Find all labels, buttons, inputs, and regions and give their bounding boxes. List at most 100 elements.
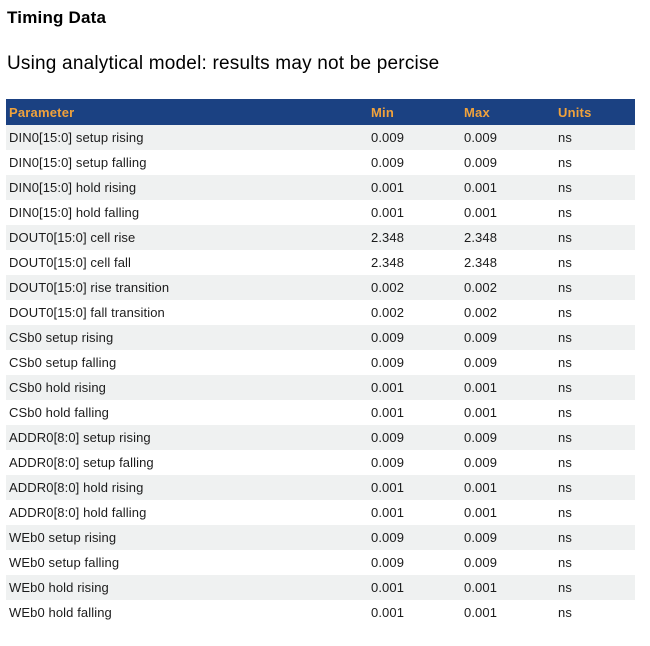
cell-min: 0.001 — [371, 480, 405, 495]
column-header-min: Min — [368, 99, 461, 125]
cell-parameter: ADDR0[8:0] hold falling — [9, 505, 147, 520]
cell-max: 0.009 — [464, 455, 498, 470]
cell-max: 2.348 — [464, 230, 498, 245]
cell-max: 0.002 — [464, 305, 498, 320]
cell-units: ns — [558, 130, 572, 145]
cell-max: 0.001 — [464, 605, 498, 620]
cell-min: 0.009 — [371, 155, 405, 170]
cell-max: 0.009 — [464, 130, 498, 145]
cell-max: 0.001 — [464, 405, 498, 420]
cell-max: 0.009 — [464, 530, 498, 545]
cell-units: ns — [558, 605, 572, 620]
cell-min: 0.002 — [371, 280, 405, 295]
cell-parameter: DIN0[15:0] hold rising — [9, 180, 137, 195]
cell-parameter: DIN0[15:0] hold falling — [9, 205, 140, 220]
cell-units: ns — [558, 155, 572, 170]
cell-min: 0.009 — [371, 355, 405, 370]
cell-parameter: WEb0 setup falling — [9, 555, 120, 570]
cell-max: 0.001 — [464, 205, 498, 220]
cell-parameter: ADDR0[8:0] setup rising — [9, 430, 151, 445]
table-row: CSb0 setup falling 0.009 0.009 ns — [6, 350, 635, 375]
cell-max: 2.348 — [464, 255, 498, 270]
cell-min: 0.001 — [371, 505, 405, 520]
cell-units: ns — [558, 555, 572, 570]
cell-parameter: DIN0[15:0] setup falling — [9, 155, 147, 170]
cell-parameter: DIN0[15:0] setup rising — [9, 130, 144, 145]
cell-min: 0.002 — [371, 305, 405, 320]
table-row: WEb0 setup rising 0.009 0.009 ns — [6, 525, 635, 550]
column-header-units: Units — [555, 99, 635, 125]
table-row: ADDR0[8:0] hold falling 0.001 0.001 ns — [6, 500, 635, 525]
cell-min: 0.001 — [371, 180, 405, 195]
table-row: DOUT0[15:0] fall transition 0.002 0.002 ns — [6, 300, 635, 325]
cell-parameter: WEb0 hold rising — [9, 580, 109, 595]
cell-min: 2.348 — [371, 255, 405, 270]
cell-parameter: DOUT0[15:0] cell fall — [9, 255, 132, 270]
table-row: WEb0 hold rising 0.001 0.001 ns — [6, 575, 635, 600]
table-row: CSb0 hold falling 0.001 0.001 ns — [6, 400, 635, 425]
cell-units: ns — [558, 205, 572, 220]
cell-parameter: CSb0 setup rising — [9, 330, 114, 345]
cell-max: 0.009 — [464, 330, 498, 345]
cell-min: 0.001 — [371, 380, 405, 395]
cell-min: 0.009 — [371, 430, 405, 445]
cell-min: 0.009 — [371, 555, 405, 570]
cell-max: 0.001 — [464, 580, 498, 595]
table-row: DOUT0[15:0] cell rise 2.348 2.348 ns — [6, 225, 635, 250]
cell-parameter: DOUT0[15:0] rise transition — [9, 280, 170, 295]
cell-max: 0.001 — [464, 380, 498, 395]
cell-units: ns — [558, 430, 572, 445]
cell-parameter: CSb0 setup falling — [9, 355, 117, 370]
table-row: CSb0 hold rising 0.001 0.001 ns — [6, 375, 635, 400]
table-row: WEb0 setup falling 0.009 0.009 ns — [6, 550, 635, 575]
table-header-row: Parameter Min Max Units — [6, 99, 635, 125]
cell-units: ns — [558, 305, 572, 320]
cell-units: ns — [558, 380, 572, 395]
cell-min: 0.009 — [371, 530, 405, 545]
table-row: DOUT0[15:0] cell fall 2.348 2.348 ns — [6, 250, 635, 275]
table-body: DIN0[15:0] setup rising 0.009 0.009 ns DIN0[… — [6, 125, 635, 625]
cell-parameter: CSb0 hold falling — [9, 405, 109, 420]
table-row: WEb0 hold falling 0.001 0.001 ns — [6, 600, 635, 625]
column-header-parameter: Parameter — [6, 99, 368, 125]
cell-parameter: DOUT0[15:0] cell rise — [9, 230, 136, 245]
table-row: DIN0[15:0] hold rising 0.001 0.001 ns — [6, 175, 635, 200]
cell-units: ns — [558, 330, 572, 345]
table-row: DIN0[15:0] hold falling 0.001 0.001 ns — [6, 200, 635, 225]
cell-max: 0.009 — [464, 430, 498, 445]
timing-table: Parameter Min Max Units DIN0[15:0] setup… — [6, 99, 635, 625]
cell-max: 0.009 — [464, 555, 498, 570]
page-title: Timing Data — [7, 8, 107, 27]
cell-units: ns — [558, 230, 572, 245]
cell-units: ns — [558, 580, 572, 595]
cell-parameter: DOUT0[15:0] fall transition — [9, 305, 165, 320]
cell-max: 0.009 — [464, 155, 498, 170]
cell-parameter: CSb0 hold rising — [9, 380, 106, 395]
table-row: DIN0[15:0] setup rising 0.009 0.009 ns — [6, 125, 635, 150]
cell-units: ns — [558, 405, 572, 420]
page-subtitle: Using analytical model: results may not … — [7, 53, 440, 74]
cell-units: ns — [558, 180, 572, 195]
cell-min: 0.009 — [371, 455, 405, 470]
table-row: DIN0[15:0] setup falling 0.009 0.009 ns — [6, 150, 635, 175]
cell-min: 0.001 — [371, 605, 405, 620]
cell-max: 0.001 — [464, 180, 498, 195]
cell-min: 0.001 — [371, 405, 405, 420]
cell-parameter: ADDR0[8:0] setup falling — [9, 455, 154, 470]
column-header-max: Max — [461, 99, 555, 125]
cell-parameter: WEb0 setup rising — [9, 530, 117, 545]
cell-min: 2.348 — [371, 230, 405, 245]
cell-units: ns — [558, 480, 572, 495]
cell-max: 0.002 — [464, 280, 498, 295]
cell-min: 0.001 — [371, 580, 405, 595]
table-row: ADDR0[8:0] hold rising 0.001 0.001 ns — [6, 475, 635, 500]
cell-units: ns — [558, 280, 572, 295]
table-row: DOUT0[15:0] rise transition 0.002 0.002 ns — [6, 275, 635, 300]
cell-max: 0.009 — [464, 355, 498, 370]
table-row: CSb0 setup rising 0.009 0.009 ns — [6, 325, 635, 350]
cell-min: 0.009 — [371, 330, 405, 345]
cell-min: 0.009 — [371, 130, 405, 145]
cell-units: ns — [558, 530, 572, 545]
cell-units: ns — [558, 255, 572, 270]
